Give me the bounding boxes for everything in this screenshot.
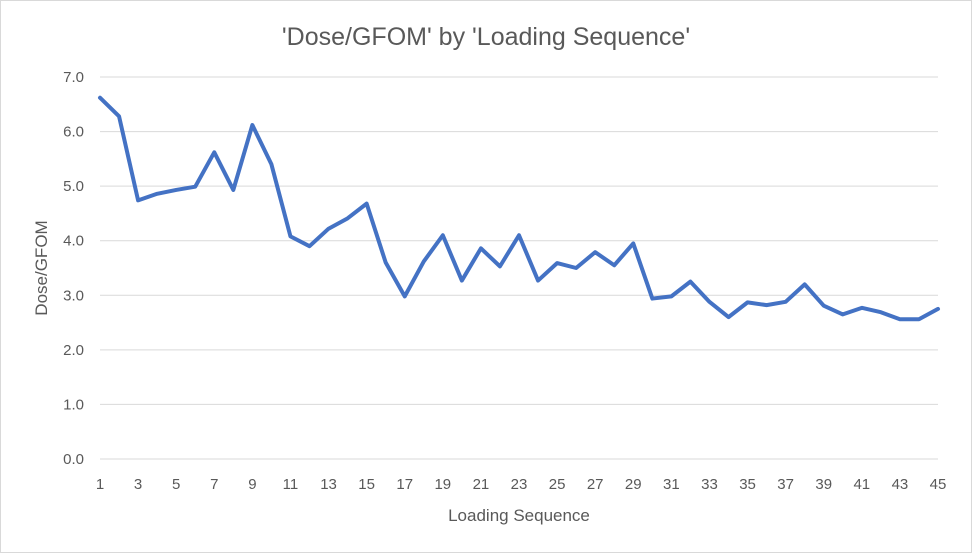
- x-tick-label: 19: [434, 476, 451, 493]
- x-tick-label: 45: [930, 476, 947, 493]
- x-tick-label: 13: [320, 476, 337, 493]
- y-tick-label: 0.0: [63, 451, 84, 468]
- chart-title: 'Dose/GFOM' by 'Loading Sequence': [282, 23, 690, 51]
- y-tick-label: 5.0: [63, 178, 84, 195]
- y-tick-label: 2.0: [63, 342, 84, 359]
- x-tick-label: 25: [549, 476, 566, 493]
- x-tick-label: 31: [663, 476, 680, 493]
- x-tick-label: 5: [172, 476, 180, 493]
- x-tick-label: 33: [701, 476, 718, 493]
- x-tick-label: 17: [396, 476, 413, 493]
- x-tick-label: 21: [473, 476, 490, 493]
- x-tick-label: 23: [511, 476, 528, 493]
- gridlines: [100, 76, 938, 460]
- x-axis-label: Loading Sequence: [448, 506, 590, 525]
- y-tick-label: 6.0: [63, 124, 84, 141]
- x-tick-label: 11: [283, 476, 299, 493]
- y-tick-labels: 0.0 1.0 2.0 3.0 4.0 5.0 6.0 7.0: [63, 69, 84, 468]
- y-tick-label: 1.0: [63, 396, 84, 413]
- y-axis-label: Dose/GFOM: [32, 220, 51, 315]
- x-tick-label: 43: [892, 476, 909, 493]
- x-tick-label: 3: [134, 476, 142, 493]
- x-tick-labels: 1 3 5 7 9 11 13 15 17 19 21 23 25 27 29 31 33 35 37 39 41 43 4…: [96, 476, 947, 493]
- x-tick-label: 27: [587, 476, 604, 493]
- x-tick-label: 1: [96, 476, 104, 493]
- series-line-group: [98, 95, 940, 322]
- x-tick-label: 29: [625, 476, 642, 493]
- y-tick-label: 7.0: [63, 69, 84, 86]
- x-tick-label: 35: [739, 476, 756, 493]
- x-tick-label: 39: [815, 476, 832, 493]
- x-tick-label: 41: [853, 476, 870, 493]
- series-line: [98, 95, 940, 322]
- x-tick-label: 7: [210, 476, 218, 493]
- x-tick-label: 9: [248, 476, 256, 493]
- x-tick-label: 15: [358, 476, 375, 493]
- x-tick-label: 37: [777, 476, 794, 493]
- y-tick-label: 4.0: [63, 233, 84, 250]
- y-tick-label: 3.0: [63, 287, 84, 304]
